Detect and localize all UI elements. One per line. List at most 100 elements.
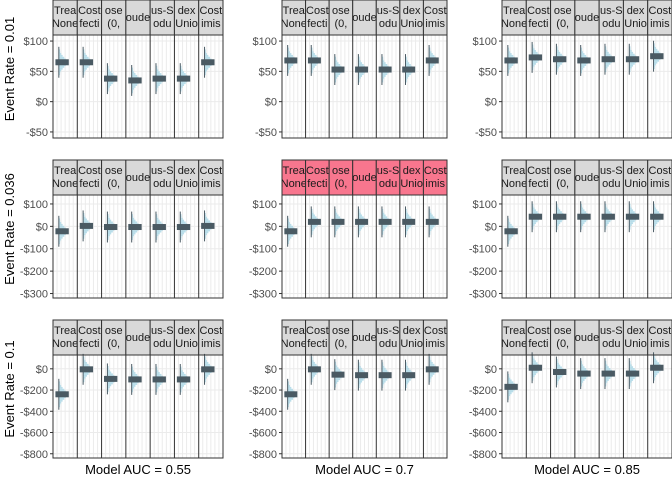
histogram-bar: [508, 51, 511, 54]
histogram-bar: [83, 56, 89, 59]
histogram-bar: [405, 64, 411, 66]
histogram-bar: [405, 212, 408, 215]
histogram-bar: [629, 384, 631, 387]
histogram-bar: [508, 64, 514, 66]
strip-label: None: [52, 338, 78, 350]
strip-label: odu: [153, 338, 171, 350]
median-bar: [55, 59, 69, 66]
histogram-bar: [605, 368, 611, 370]
histogram-bar: [204, 67, 209, 70]
histogram-bar: [358, 214, 363, 217]
strip-label: ose: [332, 165, 350, 177]
strip-label: Unio: [624, 18, 647, 30]
histogram-bar: [131, 383, 138, 385]
y-tick-label: -$800: [20, 449, 48, 461]
histogram-bar: [287, 65, 292, 68]
histogram-bar: [107, 67, 109, 70]
histogram-bar: [580, 54, 587, 57]
histogram-bar: [405, 386, 407, 389]
histogram-bar: [180, 73, 186, 75]
histogram-bar: [358, 64, 364, 66]
histogram-bar: [382, 225, 388, 228]
histogram-bar: [556, 224, 559, 226]
histogram-bar: [156, 89, 158, 92]
histogram-bar: [429, 374, 433, 377]
histogram-bar: [556, 362, 559, 365]
histogram-bar: [653, 375, 656, 377]
histogram-bar: [107, 73, 113, 75]
histogram-bar: [107, 234, 110, 237]
histogram-bar: [107, 236, 109, 239]
histogram-bar: [405, 60, 408, 63]
strip-label: dex: [178, 325, 196, 337]
strip-label: Cost: [527, 325, 550, 337]
histogram-bar: [83, 71, 85, 74]
histogram-bar: [382, 214, 386, 217]
histogram-bar: [180, 82, 186, 85]
strip-label: Trea: [503, 165, 526, 177]
strip-label: None: [52, 178, 78, 190]
histogram-bar: [653, 376, 655, 379]
histogram-bar: [508, 222, 511, 224]
histogram-bar: [180, 219, 185, 222]
histogram-bar: [358, 369, 364, 372]
strip-box: [198, 319, 224, 356]
strip-label: None: [501, 338, 527, 350]
histogram-bar: [131, 215, 134, 218]
median-bar: [625, 213, 640, 220]
strip-label: (0,: [107, 338, 120, 350]
histogram-bar: [156, 67, 158, 70]
histogram-bar: [358, 212, 361, 215]
histogram-bar: [156, 234, 159, 237]
histogram-bar: [580, 380, 584, 383]
histogram-bar: [287, 381, 289, 384]
median-bar: [55, 391, 69, 398]
histogram-bar: [287, 388, 293, 391]
histogram-bar: [287, 234, 293, 237]
histogram-bar: [156, 373, 162, 376]
histogram-bar: [83, 361, 87, 364]
histogram-bar: [556, 50, 559, 52]
histogram-bar: [532, 61, 538, 63]
histogram-bar: [131, 236, 134, 239]
histogram-bar: [358, 216, 364, 219]
histogram-bar: [629, 222, 634, 225]
y-tick-label: $0: [36, 97, 48, 109]
histogram-bar: [358, 380, 363, 383]
y-tick-label: -$200: [249, 385, 277, 397]
histogram-bar: [382, 384, 384, 387]
panel-frame: [52, 34, 224, 139]
histogram-bar: [83, 67, 87, 70]
histogram-bar: [59, 220, 61, 223]
median-bar: [176, 376, 191, 383]
histogram-bar: [629, 70, 631, 73]
histogram-bar: [653, 203, 655, 206]
histogram-bar: [204, 236, 206, 239]
strip-label: oude: [575, 332, 599, 344]
strip-label: imis: [201, 338, 221, 350]
median-bar: [331, 66, 345, 73]
histogram-bar: [629, 368, 635, 370]
histogram-bar: [580, 203, 582, 206]
histogram-bar: [556, 70, 558, 73]
row-title: Event Rate = 0.01: [2, 17, 17, 121]
histogram-bar: [429, 67, 432, 70]
histogram-bar: [180, 390, 182, 393]
median-bar: [650, 364, 664, 371]
histogram-bar: [580, 69, 583, 72]
histogram-bar: [532, 205, 534, 208]
histogram-bar: [287, 67, 290, 70]
histogram-bar: [508, 236, 512, 239]
histogram-bar: [429, 47, 431, 50]
strip-label: None: [281, 338, 307, 350]
histogram-bar: [580, 379, 585, 381]
histogram-bar: [382, 212, 385, 215]
histogram-bar: [532, 44, 534, 47]
median-bar: [378, 218, 392, 225]
histogram-bar: [204, 54, 209, 57]
histogram-bar: [107, 214, 109, 216]
strip-label: odu: [602, 178, 620, 190]
histogram-bar: [204, 65, 211, 68]
histogram-bar: [107, 386, 110, 389]
histogram-bar: [59, 69, 62, 72]
